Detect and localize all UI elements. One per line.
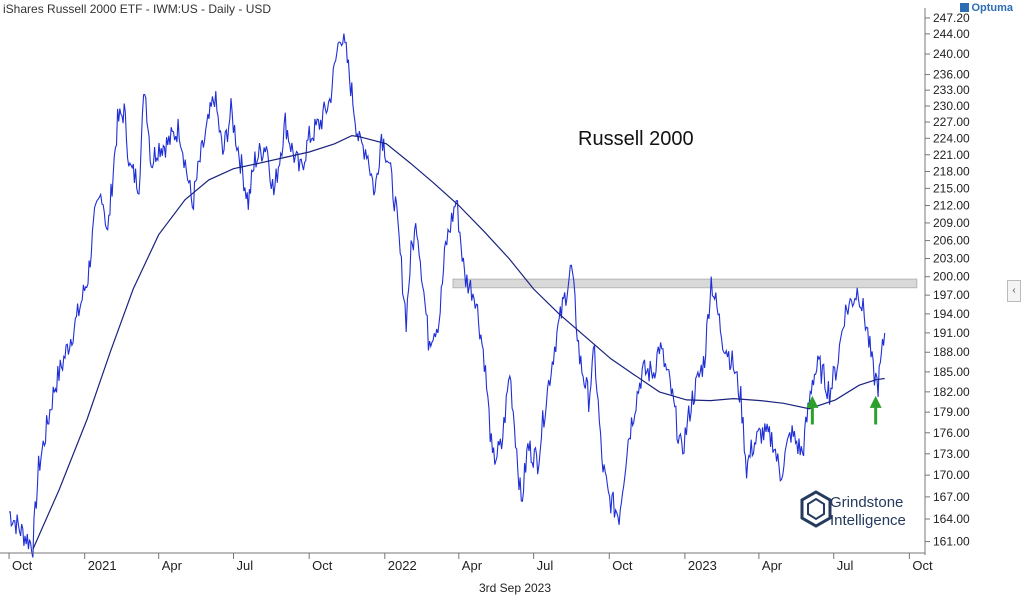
y-tick-label: 173.00: [933, 447, 970, 461]
logo-line-1: Grindstone: [830, 494, 904, 511]
y-tick-label: 188.00: [933, 345, 970, 359]
series-layer: [8, 33, 886, 558]
y-tick-label: 191.00: [933, 326, 970, 340]
x-tick-label: 2023: [688, 558, 717, 573]
price-series-line: [8, 33, 886, 558]
y-tick-label: 209.00: [933, 216, 970, 230]
x-tick-label: Jul: [537, 558, 554, 573]
y-tick-label: 227.00: [933, 115, 970, 129]
y-tick-label: 170.00: [933, 468, 970, 482]
y-tick-label: 224.00: [933, 131, 970, 145]
x-tick-label: Apr: [162, 558, 183, 573]
y-tick-label: 240.00: [933, 47, 970, 61]
y-tick-label: 218.00: [933, 164, 970, 178]
y-tick-label: 206.00: [933, 234, 970, 248]
x-tick-label: 2021: [88, 558, 117, 573]
y-tick-label: 179.00: [933, 405, 970, 419]
resistance-band-layer: [452, 278, 918, 289]
x-tick-label: 2022: [388, 558, 417, 573]
y-tick-label: 203.00: [933, 252, 970, 266]
y-tick-label: 230.00: [933, 99, 970, 113]
y-tick-label: 194.00: [933, 307, 970, 321]
x-tick-label: Apr: [462, 558, 483, 573]
y-tick-label: 197.00: [933, 288, 970, 302]
y-tick-label: 161.00: [933, 535, 970, 549]
y-tick-label: 185.00: [933, 365, 970, 379]
support-arrows: [806, 395, 882, 425]
y-tick-label: 221.00: [933, 148, 970, 162]
x-tick-label: Oct: [12, 558, 33, 573]
x-tick-label: Oct: [312, 558, 333, 573]
y-tick-label: 164.00: [933, 512, 970, 526]
y-tick-label: 182.00: [933, 385, 970, 399]
optuma-brand[interactable]: Optuma: [960, 2, 1013, 14]
x-tick-label: Apr: [762, 558, 783, 573]
y-tick-label: 247.20: [933, 11, 970, 25]
x-tick-label: Oct: [912, 558, 933, 573]
y-tick-label: 176.00: [933, 426, 970, 440]
resistance-band: [452, 278, 918, 289]
y-tick-label: 212.00: [933, 199, 970, 213]
footer-date: 3rd Sep 2023: [478, 581, 552, 595]
collapse-panel-button[interactable]: ‹: [1007, 280, 1021, 302]
y-tick-label: 215.00: [933, 181, 970, 195]
y-tick-label: 167.00: [933, 490, 970, 504]
chart-title: iShares Russell 2000 ETF - IWM:US - Dail…: [3, 2, 272, 16]
optuma-brand-label: Optuma: [971, 2, 1013, 14]
chart-annotation: Russell 2000: [578, 128, 694, 150]
axes: 161.00 164.00 167.00 170.00 173.00 176.00 179.…: [0, 8, 970, 573]
y-tick-label: 236.00: [933, 68, 970, 82]
logo-line-2: Intelligence: [830, 512, 906, 529]
grindstone-logo-icon: [800, 490, 832, 528]
moving-average-line: [32, 134, 885, 550]
y-tick-label: 244.00: [933, 27, 970, 41]
green-arrow-head-icon: [869, 395, 882, 408]
optuma-logo-icon: [960, 3, 970, 12]
x-tick-label: Oct: [612, 558, 633, 573]
green-arrow-head-icon: [806, 395, 819, 408]
x-tick-label: Jul: [237, 558, 254, 573]
y-tick-label: 200.00: [933, 270, 970, 284]
y-tick-label: 233.00: [933, 83, 970, 97]
x-tick-label: Jul: [837, 558, 854, 573]
